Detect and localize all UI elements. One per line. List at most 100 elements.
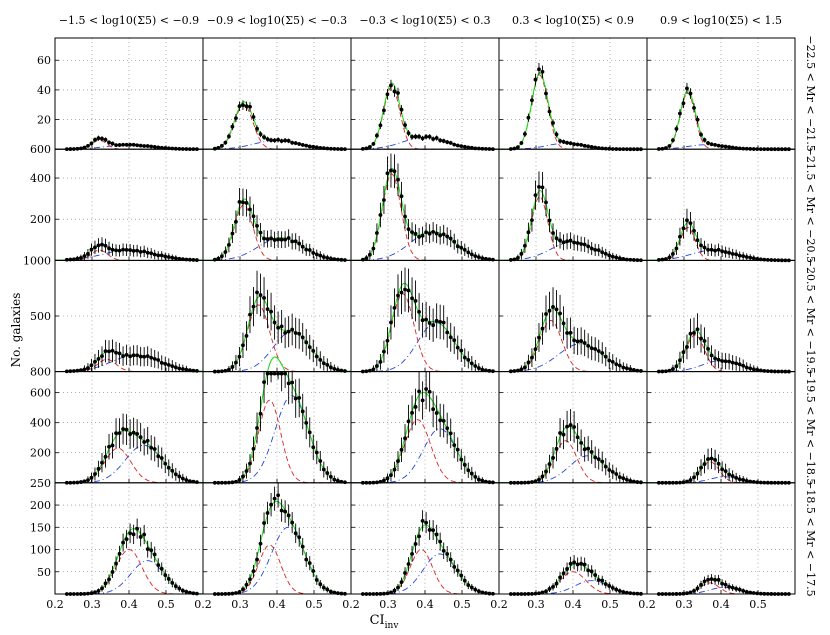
data-point bbox=[617, 256, 622, 261]
y-tick-label: 250 bbox=[30, 477, 51, 490]
data-point bbox=[290, 380, 295, 385]
data-point bbox=[93, 137, 97, 142]
data-point bbox=[258, 293, 263, 297]
x-tick-label: 0.3 bbox=[379, 598, 397, 611]
total-fit-curve bbox=[203, 295, 352, 373]
data-point bbox=[519, 367, 524, 372]
y-tick-label: 1000 bbox=[23, 254, 51, 267]
data-point bbox=[466, 250, 471, 255]
data-point bbox=[473, 364, 478, 368]
y-tick-label: 200 bbox=[30, 213, 51, 226]
data-point bbox=[241, 103, 245, 108]
data-point bbox=[241, 200, 245, 205]
x-tick-label: 0.5 bbox=[305, 598, 323, 611]
data-point bbox=[149, 548, 154, 553]
data-point bbox=[184, 367, 189, 372]
data-point bbox=[420, 136, 425, 141]
data-point bbox=[413, 134, 418, 139]
panel-r2-c3 bbox=[350, 148, 500, 262]
data-point bbox=[152, 145, 157, 149]
data-point bbox=[364, 256, 369, 261]
data-point bbox=[255, 290, 259, 295]
late-type-fit-curve bbox=[647, 476, 795, 484]
data-point bbox=[304, 420, 309, 425]
data-point bbox=[515, 255, 520, 260]
data-point bbox=[86, 366, 90, 370]
data-point bbox=[399, 580, 404, 585]
data-point bbox=[699, 243, 703, 248]
data-point bbox=[445, 140, 450, 145]
total-fit-curve bbox=[55, 430, 204, 484]
data-point bbox=[744, 365, 749, 370]
data-point bbox=[579, 339, 584, 343]
data-point bbox=[251, 304, 256, 309]
data-point bbox=[173, 472, 178, 477]
data-point bbox=[159, 253, 164, 258]
data-point bbox=[762, 257, 767, 262]
data-point bbox=[159, 566, 164, 571]
data-point bbox=[121, 540, 125, 545]
x-tick-label: 0.3 bbox=[231, 598, 249, 611]
data-point bbox=[741, 588, 746, 593]
data-point bbox=[744, 478, 749, 483]
data-point bbox=[311, 251, 316, 255]
data-point bbox=[554, 446, 559, 451]
data-point bbox=[103, 243, 108, 248]
data-point bbox=[321, 467, 326, 472]
data-point bbox=[410, 551, 414, 556]
data-point bbox=[462, 144, 467, 149]
data-point bbox=[441, 320, 446, 325]
data-point bbox=[382, 478, 386, 483]
data-point bbox=[269, 371, 273, 376]
late-type-fit-curve bbox=[351, 553, 499, 595]
data-point bbox=[476, 255, 481, 260]
data-point bbox=[194, 480, 199, 485]
data-point bbox=[279, 508, 284, 513]
data-point bbox=[692, 331, 696, 335]
data-point bbox=[413, 231, 418, 236]
data-point bbox=[389, 83, 393, 88]
data-point bbox=[194, 369, 199, 373]
data-point bbox=[699, 465, 703, 470]
data-point bbox=[455, 143, 460, 148]
data-point bbox=[459, 144, 464, 149]
data-point bbox=[248, 461, 252, 466]
data-point bbox=[582, 242, 587, 247]
data-point bbox=[219, 143, 224, 148]
data-point bbox=[558, 139, 562, 143]
data-point bbox=[473, 587, 478, 592]
data-point bbox=[487, 368, 492, 373]
data-point bbox=[159, 145, 164, 150]
data-point bbox=[86, 478, 90, 483]
row-title: −21.5 < Mr < −20.5 bbox=[804, 147, 817, 263]
data-point bbox=[159, 360, 164, 365]
data-point bbox=[79, 146, 83, 151]
data-point bbox=[671, 251, 675, 256]
data-point bbox=[100, 136, 104, 141]
data-point bbox=[219, 254, 224, 259]
data-point bbox=[410, 134, 414, 139]
early-type-fit-curve bbox=[499, 196, 647, 261]
data-point bbox=[117, 143, 122, 147]
data-point bbox=[530, 98, 534, 103]
data-point bbox=[314, 354, 319, 359]
data-point bbox=[469, 585, 474, 590]
data-point bbox=[716, 247, 721, 252]
data-point bbox=[149, 251, 154, 256]
data-point bbox=[438, 418, 443, 423]
data-point bbox=[600, 459, 605, 464]
data-point bbox=[173, 256, 178, 261]
data-point bbox=[523, 243, 527, 248]
data-point bbox=[392, 588, 397, 593]
data-point bbox=[173, 584, 178, 589]
data-point bbox=[131, 532, 136, 537]
data-point bbox=[656, 257, 661, 262]
data-point bbox=[382, 349, 386, 354]
data-point bbox=[131, 430, 136, 435]
data-point bbox=[671, 367, 675, 371]
data-point bbox=[695, 327, 700, 332]
data-point bbox=[424, 230, 429, 235]
x-tick-label: 0.5 bbox=[157, 598, 175, 611]
data-point bbox=[396, 293, 400, 298]
data-point bbox=[378, 359, 383, 364]
